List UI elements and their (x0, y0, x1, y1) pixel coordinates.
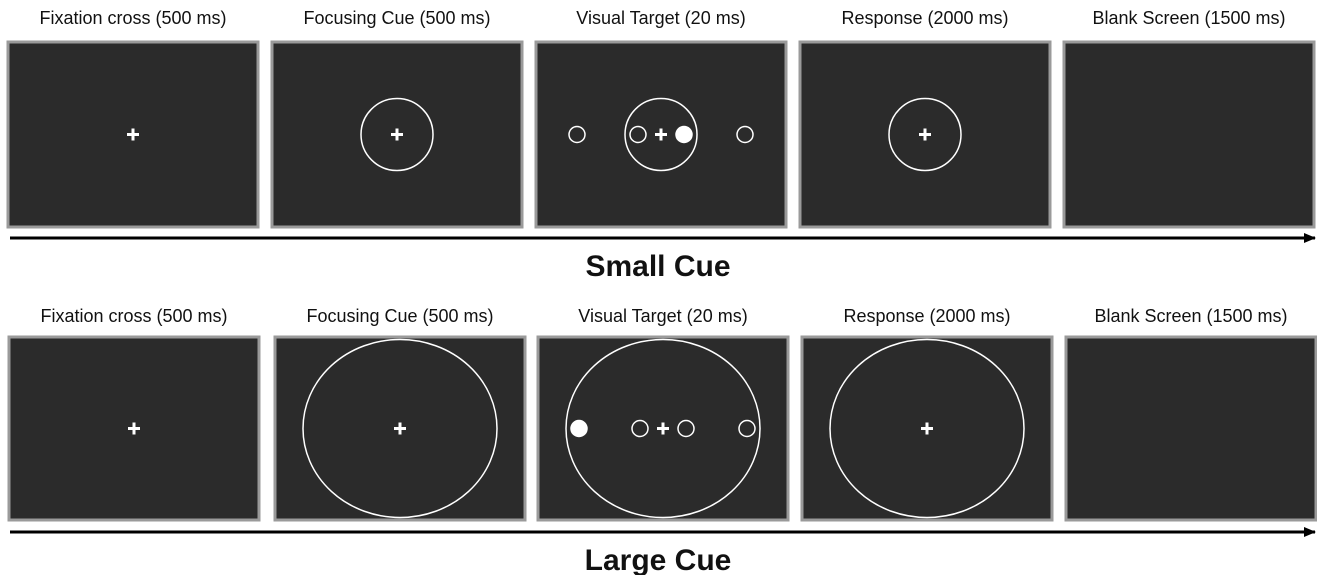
target (629, 125, 647, 144)
target (568, 125, 586, 144)
condition-label: Large Cue (585, 544, 732, 575)
panel-title: Visual Target (20 ms) (578, 306, 747, 326)
cue-circle (829, 338, 1025, 519)
target (738, 419, 756, 438)
cue-circle (888, 97, 962, 172)
panel-title: Focusing Cue (500 ms) (303, 8, 490, 28)
cue-circle (360, 97, 434, 172)
panel-title: Fixation cross (500 ms) (39, 8, 226, 28)
screen (1062, 40, 1316, 229)
panel-title: Blank Screen (1500 ms) (1092, 8, 1285, 28)
target (736, 125, 754, 144)
target (675, 125, 693, 144)
condition-label: Small Cue (585, 250, 730, 283)
target (570, 419, 588, 438)
cue-circle (302, 338, 498, 519)
panel-title: Response (2000 ms) (843, 306, 1010, 326)
target (677, 419, 695, 438)
target (631, 419, 649, 438)
panel-title: Visual Target (20 ms) (576, 8, 745, 28)
cue-circle (624, 97, 698, 172)
panel-title: Focusing Cue (500 ms) (306, 306, 493, 326)
cue-circle (565, 338, 761, 519)
panel-title: Response (2000 ms) (841, 8, 1008, 28)
screen (1064, 335, 1317, 522)
panel-title: Blank Screen (1500 ms) (1094, 306, 1287, 326)
panel-title: Fixation cross (500 ms) (40, 306, 227, 326)
